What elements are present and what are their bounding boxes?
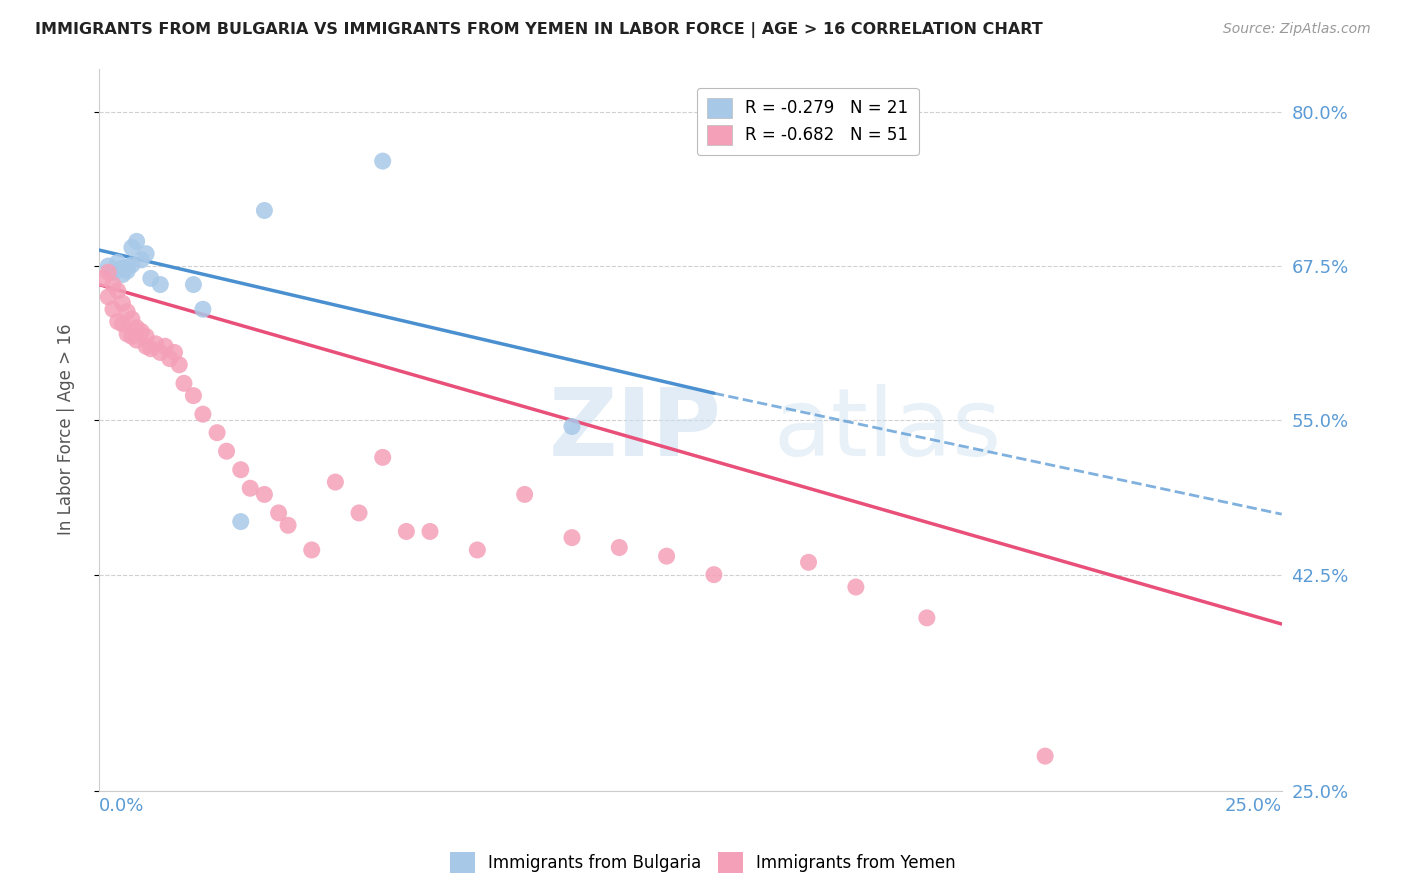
Point	[139, 271, 162, 285]
Point	[191, 407, 214, 421]
Point	[655, 549, 678, 563]
Point	[135, 339, 157, 353]
Text: 0.0%: 0.0%	[98, 797, 145, 815]
Point	[325, 475, 347, 489]
Point	[395, 524, 418, 539]
Point	[111, 296, 134, 310]
Point	[101, 302, 124, 317]
Point	[97, 259, 120, 273]
Point	[145, 336, 167, 351]
Point	[607, 541, 630, 555]
Point	[125, 333, 148, 347]
Point	[347, 506, 370, 520]
Point	[107, 284, 129, 298]
Point	[135, 329, 157, 343]
Point	[253, 487, 276, 501]
Point	[115, 264, 138, 278]
Point	[115, 260, 138, 275]
Point	[121, 312, 143, 326]
Point	[139, 342, 162, 356]
Point	[111, 317, 134, 331]
Point	[167, 358, 190, 372]
Point	[97, 265, 120, 279]
Point	[183, 389, 205, 403]
Point	[101, 265, 124, 279]
Point	[371, 450, 394, 465]
Point	[153, 339, 176, 353]
Point	[419, 524, 441, 539]
Point	[513, 487, 536, 501]
Y-axis label: In Labor Force | Age > 16: In Labor Force | Age > 16	[58, 324, 75, 535]
Point	[191, 302, 214, 317]
Point	[111, 261, 134, 276]
Point	[229, 515, 252, 529]
Point	[125, 235, 148, 249]
Point	[561, 419, 583, 434]
Point	[131, 252, 153, 267]
Point	[229, 463, 252, 477]
Point	[267, 506, 290, 520]
Point	[277, 518, 299, 533]
Point	[163, 345, 186, 359]
Text: atlas: atlas	[773, 384, 1001, 475]
Point	[111, 268, 134, 282]
Point	[107, 255, 129, 269]
Point	[215, 444, 238, 458]
Point	[239, 481, 262, 495]
Point	[915, 611, 938, 625]
Point	[115, 304, 138, 318]
Point	[703, 567, 725, 582]
Text: IMMIGRANTS FROM BULGARIA VS IMMIGRANTS FROM YEMEN IN LABOR FORCE | AGE > 16 CORR: IMMIGRANTS FROM BULGARIA VS IMMIGRANTS F…	[35, 22, 1043, 38]
Point	[121, 258, 143, 272]
Point	[173, 376, 195, 391]
Point	[121, 329, 143, 343]
Point	[107, 315, 129, 329]
Point	[131, 325, 153, 339]
Point	[797, 555, 820, 569]
Point	[371, 154, 394, 169]
Point	[97, 290, 120, 304]
Point	[205, 425, 228, 440]
Point	[149, 277, 172, 292]
Point	[135, 246, 157, 260]
Point	[183, 277, 205, 292]
Point	[1033, 749, 1056, 764]
Point	[253, 203, 276, 218]
Point	[115, 326, 138, 341]
Legend: R = -0.279   N = 21, R = -0.682   N = 51: R = -0.279 N = 21, R = -0.682 N = 51	[697, 87, 918, 155]
Point	[561, 531, 583, 545]
Text: ZIP: ZIP	[548, 384, 721, 475]
Legend: Immigrants from Bulgaria, Immigrants from Yemen: Immigrants from Bulgaria, Immigrants fro…	[443, 846, 963, 880]
Point	[107, 262, 129, 277]
Point	[465, 543, 488, 558]
Text: Source: ZipAtlas.com: Source: ZipAtlas.com	[1223, 22, 1371, 37]
Point	[845, 580, 868, 594]
Text: 25.0%: 25.0%	[1225, 797, 1282, 815]
Point	[101, 277, 124, 292]
Point	[159, 351, 181, 366]
Point	[121, 240, 143, 254]
Point	[149, 345, 172, 359]
Point	[301, 543, 323, 558]
Point	[125, 320, 148, 334]
Point	[93, 271, 115, 285]
